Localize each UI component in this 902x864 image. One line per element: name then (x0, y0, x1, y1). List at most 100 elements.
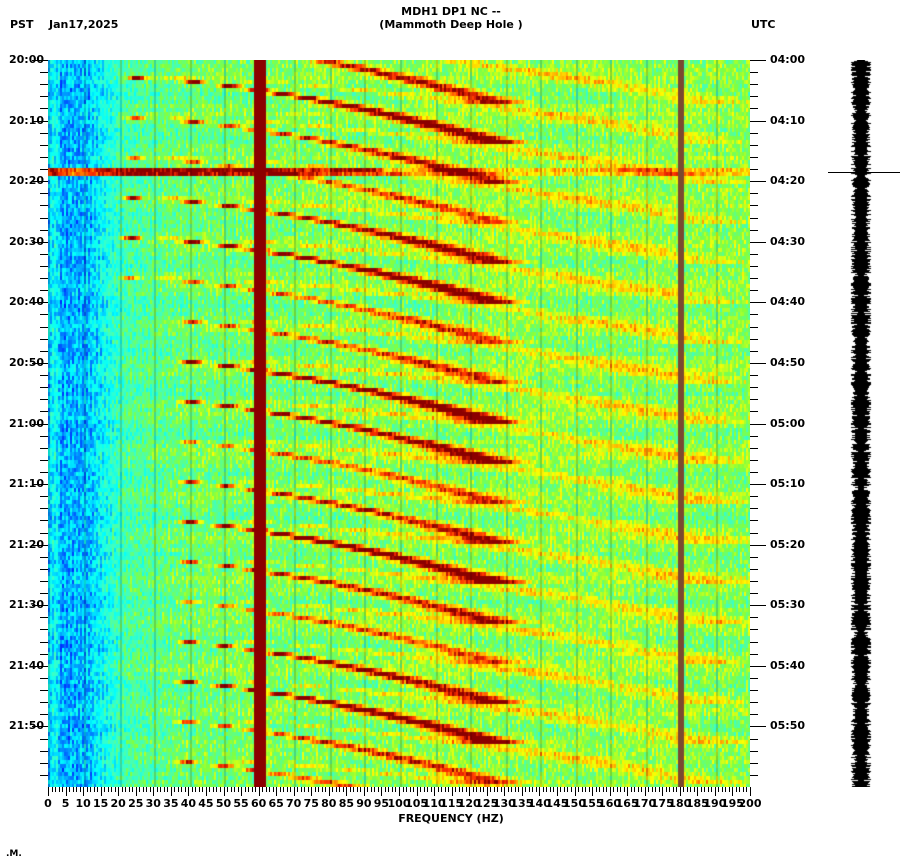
y-minor-tick-right (750, 471, 758, 473)
x-major-tick (556, 787, 558, 796)
y-tick-label-utc: 04:00 (770, 53, 806, 66)
y-minor-tick-left (40, 156, 48, 158)
date-label: Jan17,2025 (49, 18, 119, 31)
y-tick-label-pst: 21:20 (8, 537, 44, 551)
y-tick-label-pst: 21:40 (8, 658, 44, 672)
x-minor-tick (458, 787, 460, 792)
x-minor-tick (377, 787, 379, 792)
waveform-strip (850, 60, 872, 787)
x-minor-tick (514, 787, 516, 792)
x-tick-label: 165 (615, 797, 639, 810)
x-tick-label: 125 (475, 797, 499, 810)
y-minor-tick-left (40, 144, 48, 146)
x-major-tick (153, 787, 155, 796)
x-minor-tick (669, 787, 671, 792)
y-minor-tick-right (750, 750, 758, 752)
x-minor-tick (314, 787, 316, 792)
x-minor-tick (560, 787, 562, 792)
x-minor-tick (318, 787, 320, 792)
y-tick-label-utc: 05:30 (770, 598, 806, 612)
y-minor-tick-left (40, 350, 48, 352)
y-minor-tick-right (750, 702, 758, 704)
y-major-tick-right (750, 484, 766, 486)
x-major-tick (451, 787, 453, 796)
x-minor-tick (441, 787, 443, 792)
x-tick-label: 60 (250, 797, 267, 810)
x-major-tick (83, 787, 85, 796)
x-tick-label: 20 (110, 797, 126, 810)
x-minor-tick (518, 787, 520, 792)
y-major-tick-right (750, 423, 766, 425)
spectrogram-plot[interactable] (48, 60, 750, 787)
x-minor-tick (356, 787, 358, 792)
x-minor-tick (462, 787, 464, 792)
x-minor-tick (111, 787, 113, 792)
x-tick-label: 15 (92, 797, 109, 810)
x-minor-tick (51, 787, 53, 792)
x-tick-label: 195 (720, 797, 744, 810)
x-minor-tick (444, 787, 446, 792)
x-tick-label: 200 (738, 797, 762, 810)
x-minor-tick (69, 787, 71, 792)
y-minor-tick-left (40, 641, 48, 643)
x-minor-tick (528, 787, 530, 792)
x-tick-label: 120 (457, 797, 481, 810)
x-major-tick (381, 787, 383, 796)
x-major-tick (223, 787, 225, 796)
y-minor-tick-right (750, 169, 758, 171)
x-minor-tick (500, 787, 502, 792)
x-tick-label: 25 (128, 797, 144, 810)
x-minor-tick (332, 787, 334, 792)
y-minor-tick-right (750, 84, 758, 86)
x-minor-tick (107, 787, 109, 792)
y-minor-tick-right (750, 762, 758, 764)
x-tick-label: 175 (650, 797, 674, 810)
y-minor-tick-left (40, 690, 48, 692)
x-minor-tick (549, 787, 551, 792)
x-major-tick (697, 787, 699, 796)
y-minor-tick-left (40, 714, 48, 716)
x-minor-tick (262, 787, 264, 792)
x-minor-tick (174, 787, 176, 792)
x-minor-tick (367, 787, 369, 792)
station-title: MDH1 DP1 NC -- (401, 5, 501, 18)
x-major-tick (539, 787, 541, 796)
y-minor-tick-left (40, 132, 48, 134)
y-minor-tick-right (750, 278, 758, 280)
x-minor-tick (630, 787, 632, 792)
x-minor-tick (613, 787, 615, 792)
x-minor-tick (479, 787, 481, 792)
x-tick-label: 190 (703, 797, 727, 810)
x-major-tick (48, 787, 49, 796)
y-major-tick-right (750, 120, 766, 122)
x-minor-tick (335, 787, 337, 792)
y-tick-label-utc: 05:00 (770, 416, 806, 430)
x-minor-tick (707, 787, 709, 792)
x-minor-tick (297, 787, 299, 792)
x-tick-label: 150 (563, 797, 586, 810)
x-minor-tick (655, 787, 657, 792)
y-minor-tick-right (750, 593, 758, 595)
x-minor-tick (641, 787, 643, 792)
y-minor-tick-right (750, 581, 758, 583)
y-minor-tick-left (40, 508, 48, 510)
y-major-tick-left (32, 544, 48, 546)
x-axis-title: FREQUENCY (HZ) (398, 812, 504, 825)
x-minor-tick (209, 787, 211, 792)
y-minor-tick-left (40, 108, 48, 110)
x-minor-tick (567, 787, 569, 792)
x-minor-tick (90, 787, 92, 792)
y-minor-tick-left (40, 338, 48, 340)
y-tick-label-utc: 04:40 (770, 295, 806, 309)
x-tick-label: 95 (373, 797, 390, 810)
x-minor-tick (725, 787, 727, 792)
y-tick-label-utc: 05:40 (770, 658, 806, 672)
y-minor-tick-right (750, 447, 758, 449)
x-minor-tick (658, 787, 660, 792)
x-minor-tick (286, 787, 288, 792)
y-minor-tick-left (40, 496, 48, 498)
y-tick-label-utc: 04:30 (770, 234, 806, 248)
x-major-tick (679, 787, 681, 796)
y-minor-tick-right (750, 617, 758, 619)
x-tick-label: 40 (180, 797, 197, 810)
